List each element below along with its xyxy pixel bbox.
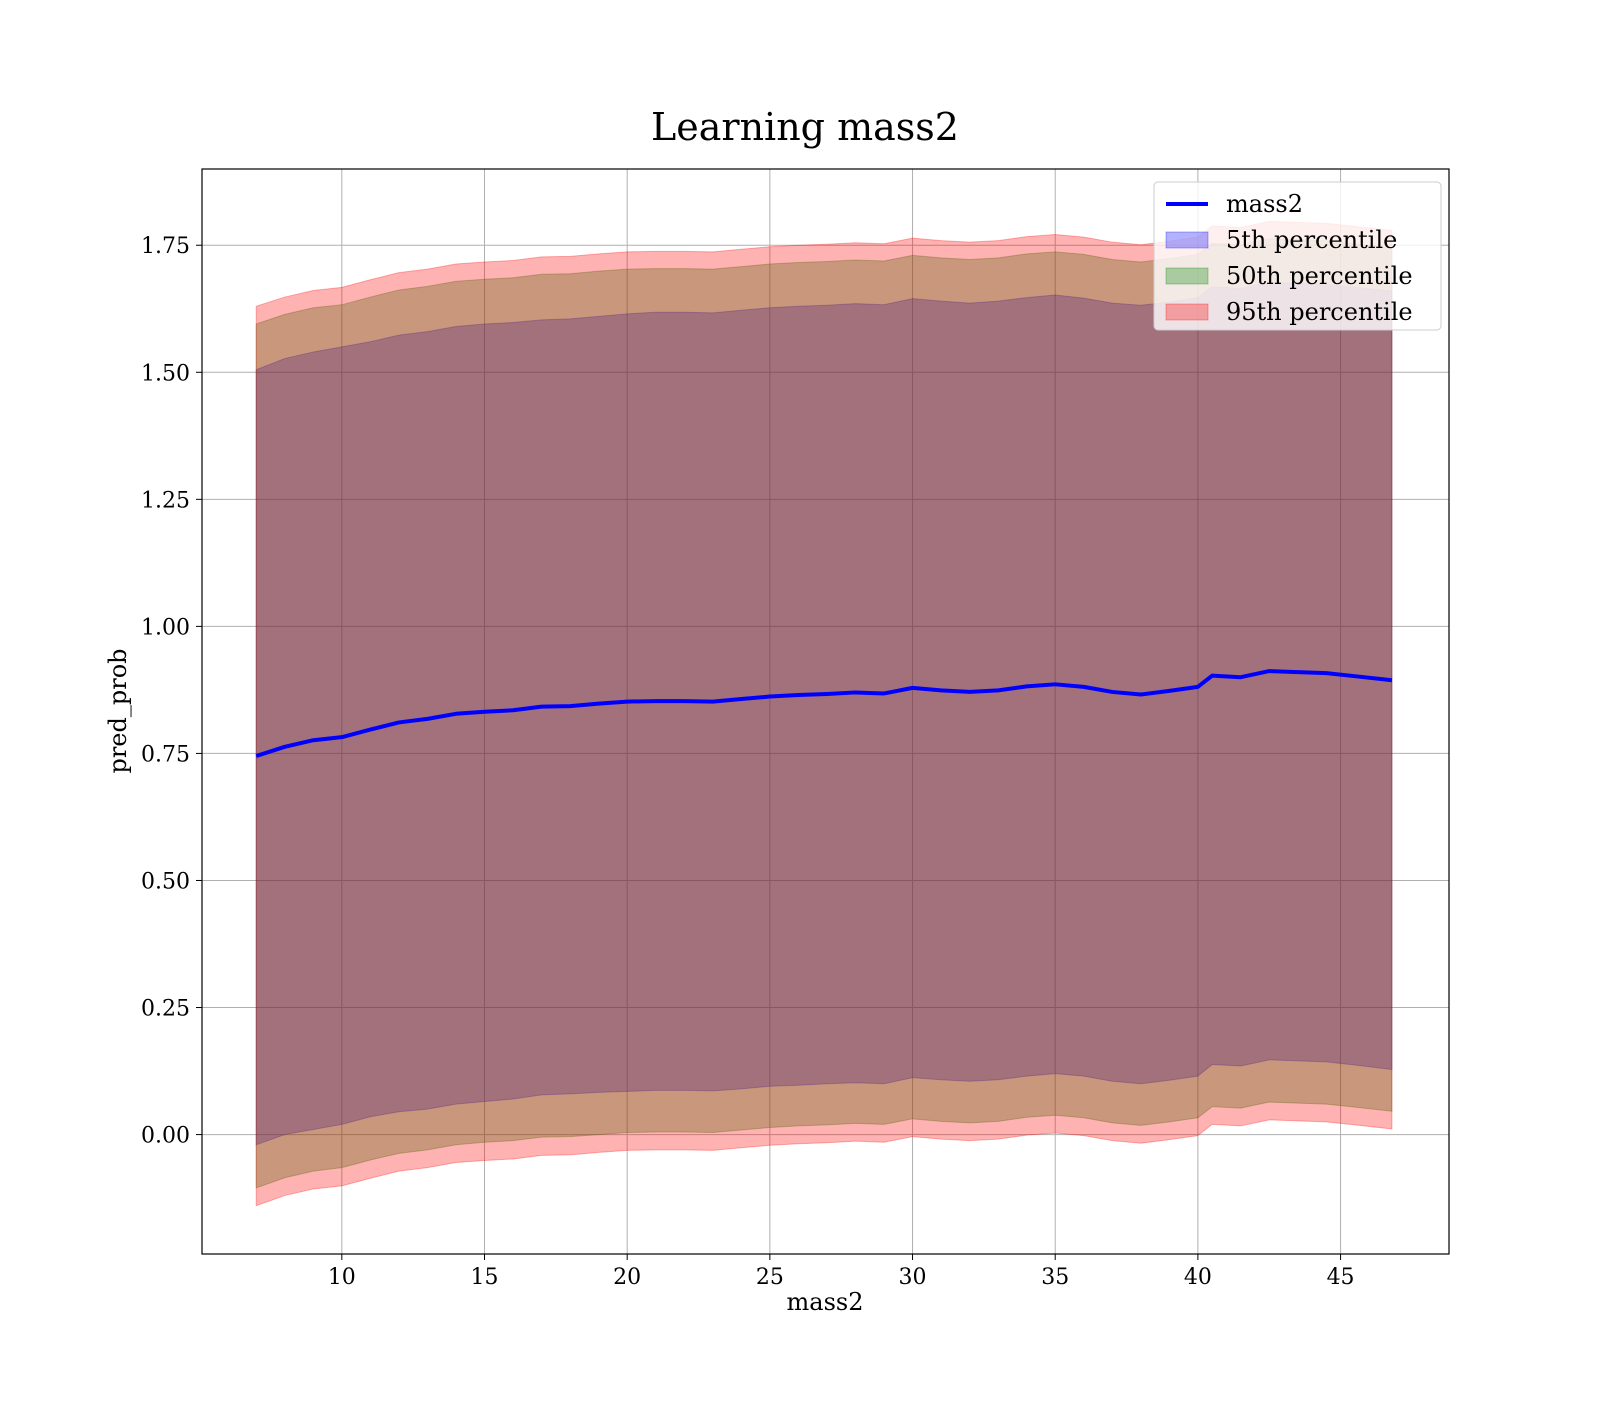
x-tick-label: 15 bbox=[471, 1265, 499, 1290]
x-tick-label: 40 bbox=[1184, 1265, 1212, 1290]
y-tick-label: 0.50 bbox=[141, 869, 190, 894]
legend: mass2 5th percentile 50th percentile 95th p… bbox=[1153, 181, 1442, 331]
y-tick-label: 1.75 bbox=[141, 234, 190, 259]
grid-lines bbox=[202, 169, 1449, 1254]
series-lines bbox=[255, 669, 1393, 758]
legend-label: 50th percentile bbox=[1226, 262, 1413, 290]
y-axis-label: pred_prob bbox=[104, 648, 132, 773]
x-tick-label: 10 bbox=[328, 1265, 356, 1290]
band-5th-percentile bbox=[255, 281, 1393, 1146]
legend-patch-swatch bbox=[1165, 231, 1209, 249]
x-tick-label: 45 bbox=[1327, 1265, 1355, 1290]
x-tick-label: 30 bbox=[899, 1265, 927, 1290]
percentile-bands bbox=[255, 220, 1393, 1207]
legend-patch-swatch bbox=[1165, 303, 1209, 321]
x-tick-label: 20 bbox=[613, 1265, 641, 1290]
y-tick-label: 0.00 bbox=[141, 1124, 190, 1149]
y-tick-label: 0.75 bbox=[141, 742, 190, 767]
band-50th-percentile bbox=[255, 238, 1393, 1189]
x-axis-label: mass2 bbox=[787, 1288, 864, 1316]
plot-frame bbox=[201, 168, 1450, 1255]
y-tick-label: 0.25 bbox=[141, 997, 190, 1022]
x-tick-label: 25 bbox=[756, 1265, 784, 1290]
y-tick-label: 1.00 bbox=[141, 615, 190, 640]
y-tick-label: 1.25 bbox=[141, 488, 190, 513]
legend-label: mass2 bbox=[1226, 190, 1303, 218]
legend-box bbox=[1153, 181, 1442, 331]
x-tick-label: 35 bbox=[1041, 1265, 1069, 1290]
x-axis-ticks: 10 15 20 25 30 35 40 45 bbox=[328, 1254, 1355, 1290]
legend-patch-swatch bbox=[1165, 267, 1209, 285]
legend-label: 95th percentile bbox=[1226, 298, 1413, 326]
y-tick-label: 1.50 bbox=[141, 361, 190, 386]
legend-label: 5th percentile bbox=[1226, 226, 1397, 254]
series-line-mass2 bbox=[255, 669, 1393, 758]
band-95th-percentile bbox=[255, 220, 1393, 1207]
y-axis-ticks: 0.00 0.25 0.50 0.75 1.00 1.25 1.50 1.75 bbox=[141, 234, 202, 1149]
chart-title: Learning mass2 bbox=[651, 105, 959, 149]
